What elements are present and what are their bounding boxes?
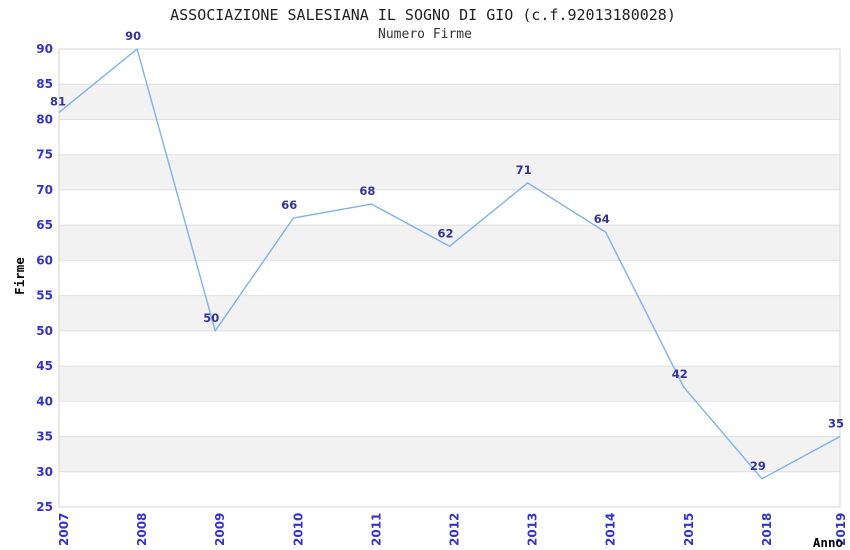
data-label: 66 (281, 198, 297, 212)
y-tick-label: 60 (36, 253, 53, 267)
y-tick-label: 40 (36, 394, 53, 408)
series-line (58, 48, 841, 480)
x-tick-label: 2014 (604, 513, 618, 546)
x-tick-label: 2008 (135, 513, 149, 546)
data-label: 68 (359, 184, 375, 198)
y-tick-label: 65 (36, 218, 53, 232)
y-tick-label: 25 (36, 500, 53, 514)
data-label: 50 (203, 311, 219, 325)
chart-subtitle: Numero Firme (378, 27, 472, 42)
plot-band (59, 154, 840, 190)
data-label: 81 (50, 94, 66, 108)
x-tick-label: 2018 (760, 513, 774, 546)
x-tick-label: 2009 (213, 513, 227, 546)
y-tick-label: 30 (36, 465, 53, 479)
data-label: 64 (594, 212, 610, 226)
x-tick-label: 2019 (834, 513, 848, 546)
data-label: 62 (437, 226, 453, 240)
plot-band (59, 84, 840, 120)
y-tick-label: 85 (36, 77, 53, 91)
plot-band (59, 436, 840, 472)
plot-band (59, 225, 840, 261)
x-tick-label: 2015 (682, 513, 696, 546)
plot-band (59, 366, 840, 402)
y-tick-label: 70 (36, 183, 53, 197)
y-tick-label: 80 (36, 112, 53, 126)
chart-title: ASSOCIAZIONE SALESIANA IL SOGNO DI GIO (… (170, 6, 676, 24)
data-label: 42 (672, 367, 688, 381)
y-tick-label: 50 (36, 324, 53, 338)
y-tick-label: 75 (36, 148, 53, 162)
data-label: 29 (750, 459, 766, 473)
data-label: 90 (125, 29, 141, 43)
y-tick-label: 90 (36, 42, 53, 56)
data-label: 71 (516, 163, 532, 177)
y-tick-label: 45 (36, 359, 53, 373)
x-tick-label: 2012 (448, 513, 462, 546)
x-tick-label: 2013 (526, 513, 540, 546)
plot-border (58, 48, 841, 508)
x-tick-label: 2007 (57, 513, 71, 546)
y-tick-label: 35 (36, 430, 53, 444)
data-label: 35 (828, 417, 844, 431)
x-axis-title: Anno (813, 535, 843, 550)
plot-band (59, 295, 840, 331)
x-tick-label: 2010 (291, 513, 305, 546)
y-tick-label: 55 (36, 289, 53, 303)
y-axis-title: Firme (12, 257, 27, 295)
x-tick-label: 2011 (369, 513, 383, 546)
